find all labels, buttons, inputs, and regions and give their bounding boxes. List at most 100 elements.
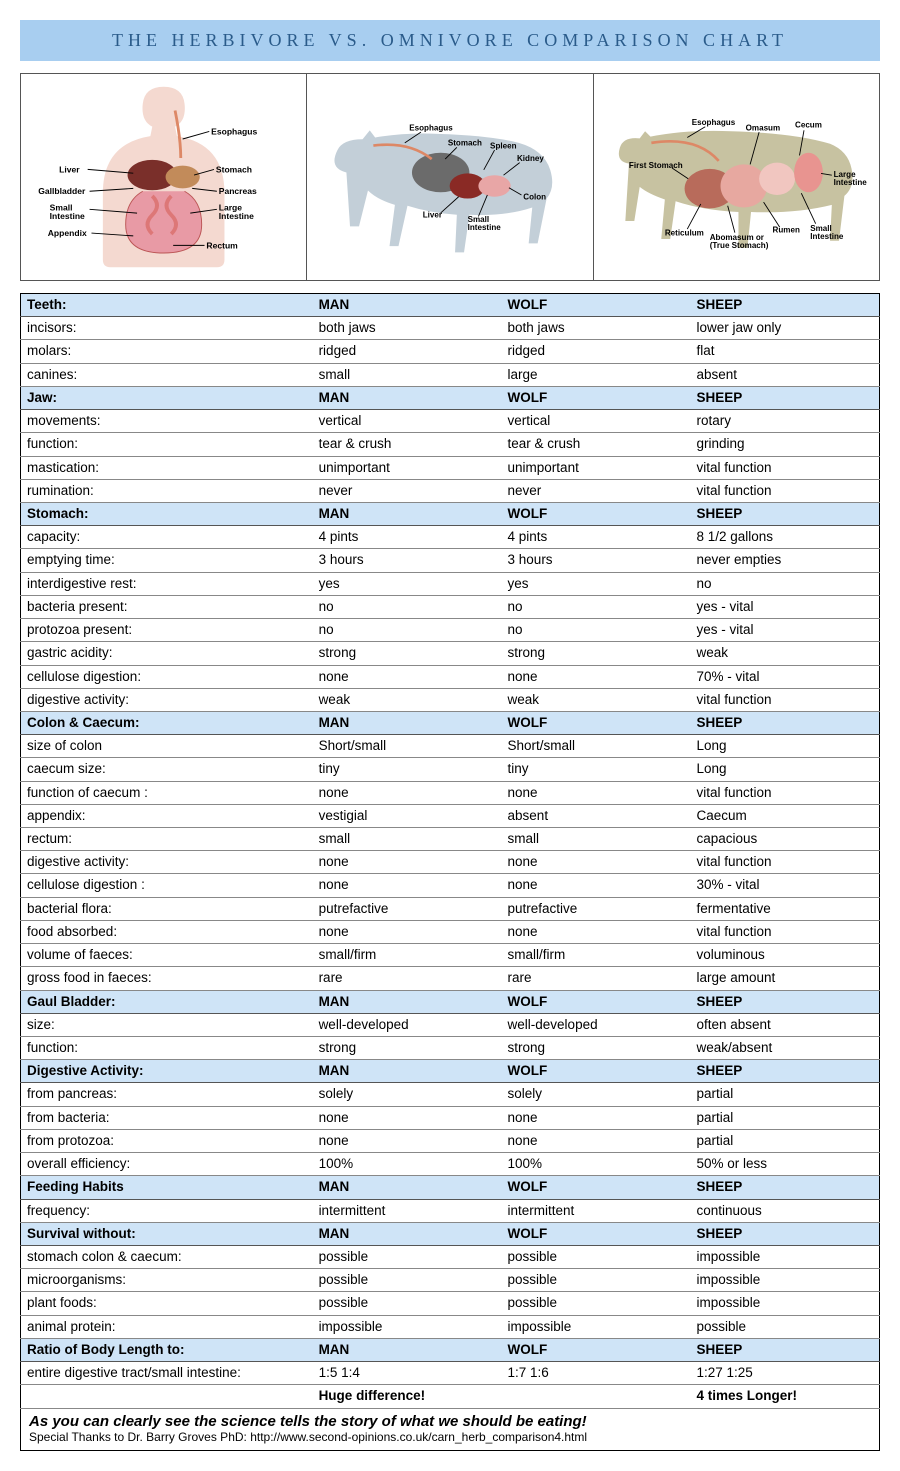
diagram-wolf: Esophagus Stomach Spleen Kidney Liver Sm… [307, 74, 593, 280]
cell-wolf: possible [502, 1269, 691, 1292]
cell-man: impossible [313, 1315, 502, 1338]
row-label: function: [21, 433, 313, 456]
label-appendix: Appendix [48, 228, 87, 238]
cell-man: vertical [313, 410, 502, 433]
label-w-colon: Colon [524, 192, 547, 201]
cell-man: solely [313, 1083, 502, 1106]
section-title: Jaw: [21, 386, 313, 409]
table-row: interdigestive rest:yesyesno [21, 572, 880, 595]
table-row: from protozoa:nonenonepartial [21, 1129, 880, 1152]
cell-sheep: 30% - vital [691, 874, 880, 897]
svg-text:Intestine: Intestine [219, 211, 254, 221]
row-label: interdigestive rest: [21, 572, 313, 595]
cell-wolf: never [502, 479, 691, 502]
summary-row: Huge difference! 4 times Longer! [21, 1385, 880, 1408]
cell-sheep: weak/absent [691, 1037, 880, 1060]
row-label: function of caecum : [21, 781, 313, 804]
row-label: size of colon [21, 735, 313, 758]
cell-man: both jaws [313, 317, 502, 340]
cell-sheep: partial [691, 1083, 880, 1106]
svg-text:Intestine: Intestine [468, 223, 502, 232]
table-row: gross food in faeces:rarerarelarge amoun… [21, 967, 880, 990]
cell-man: ridged [313, 340, 502, 363]
table-row: incisors:both jawsboth jawslower jaw onl… [21, 317, 880, 340]
table-row: appendix:vestigialabsentCaecum [21, 804, 880, 827]
cell-man: rare [313, 967, 502, 990]
col-header-man: MAN [313, 294, 502, 317]
col-header-sheep: SHEEP [691, 1222, 880, 1245]
cell-wolf: ridged [502, 340, 691, 363]
cell-sheep: absent [691, 363, 880, 386]
section-title: Stomach: [21, 502, 313, 525]
cell-man: Short/small [313, 735, 502, 758]
row-label: molars: [21, 340, 313, 363]
col-header-sheep: SHEEP [691, 386, 880, 409]
summary-sheep: 4 times Longer! [691, 1385, 880, 1408]
cell-wolf: none [502, 920, 691, 943]
cell-wolf: none [502, 874, 691, 897]
table-row: microorganisms:possiblepossibleimpossibl… [21, 1269, 880, 1292]
cell-wolf: both jaws [502, 317, 691, 340]
col-header-sheep: SHEEP [691, 1060, 880, 1083]
label-w-stomach: Stomach [448, 139, 482, 148]
cell-sheep: vital function [691, 851, 880, 874]
cell-wolf: no [502, 619, 691, 642]
section-header-row: Jaw:MANWOLFSHEEP [21, 386, 880, 409]
section-title: Feeding Habits [21, 1176, 313, 1199]
cell-man: small [313, 363, 502, 386]
col-header-man: MAN [313, 386, 502, 409]
table-row: function:tear & crushtear & crushgrindin… [21, 433, 880, 456]
cell-sheep: yes - vital [691, 619, 880, 642]
row-label: stomach colon & caecum: [21, 1245, 313, 1268]
cell-man: possible [313, 1245, 502, 1268]
summary-wolf [502, 1385, 691, 1408]
col-header-man: MAN [313, 1338, 502, 1361]
table-row: animal protein:impossibleimpossiblepossi… [21, 1315, 880, 1338]
cell-man: strong [313, 1037, 502, 1060]
col-header-wolf: WOLF [502, 1338, 691, 1361]
cell-man: none [313, 781, 502, 804]
svg-text:Intestine: Intestine [810, 232, 844, 241]
diagram-human: Esophagus Stomach Liver Pancreas Gallbla… [21, 74, 307, 280]
col-header-sheep: SHEEP [691, 502, 880, 525]
cell-sheep: vital function [691, 456, 880, 479]
wolf-anatomy-svg: Esophagus Stomach Spleen Kidney Liver Sm… [315, 82, 584, 272]
cell-wolf: 3 hours [502, 549, 691, 572]
row-label: movements: [21, 410, 313, 433]
label-pancreas: Pancreas [219, 186, 257, 196]
cell-sheep: capacious [691, 828, 880, 851]
table-row: bacteria present:nonoyes - vital [21, 595, 880, 618]
row-label: bacterial flora: [21, 897, 313, 920]
cell-wolf: none [502, 851, 691, 874]
table-row: frequency:intermittentintermittentcontin… [21, 1199, 880, 1222]
table-row: food absorbed:nonenonevital function [21, 920, 880, 943]
table-row: emptying time:3 hours3 hoursnever emptie… [21, 549, 880, 572]
row-label: bacteria present: [21, 595, 313, 618]
row-label: caecum size: [21, 758, 313, 781]
cell-sheep: partial [691, 1129, 880, 1152]
cell-wolf: none [502, 1129, 691, 1152]
row-label: animal protein: [21, 1315, 313, 1338]
cell-wolf: well-developed [502, 1013, 691, 1036]
table-row: digestive activity:nonenonevital functio… [21, 851, 880, 874]
cell-wolf: absent [502, 804, 691, 827]
label-s-rumen: Rumen [772, 226, 799, 235]
table-row: plant foods:possiblepossibleimpossible [21, 1292, 880, 1315]
cell-man: vestigial [313, 804, 502, 827]
cell-wolf: no [502, 595, 691, 618]
cell-wolf: strong [502, 1037, 691, 1060]
row-label: capacity: [21, 526, 313, 549]
cell-man: tear & crush [313, 433, 502, 456]
table-row: rectum:smallsmallcapacious [21, 828, 880, 851]
row-label: food absorbed: [21, 920, 313, 943]
summary-man: Huge difference! [313, 1385, 502, 1408]
cell-sheep: 8 1/2 gallons [691, 526, 880, 549]
conclusion-box: As you can clearly see the science tells… [20, 1409, 880, 1451]
row-label: canines: [21, 363, 313, 386]
cell-man: strong [313, 642, 502, 665]
row-label: cellulose digestion: [21, 665, 313, 688]
label-s-esophagus: Esophagus [691, 118, 735, 127]
table-row: bacterial flora:putrefactiveputrefactive… [21, 897, 880, 920]
conclusion-headline: As you can clearly see the science tells… [29, 1413, 871, 1430]
label-s-first-stomach: First Stomach [629, 161, 683, 170]
